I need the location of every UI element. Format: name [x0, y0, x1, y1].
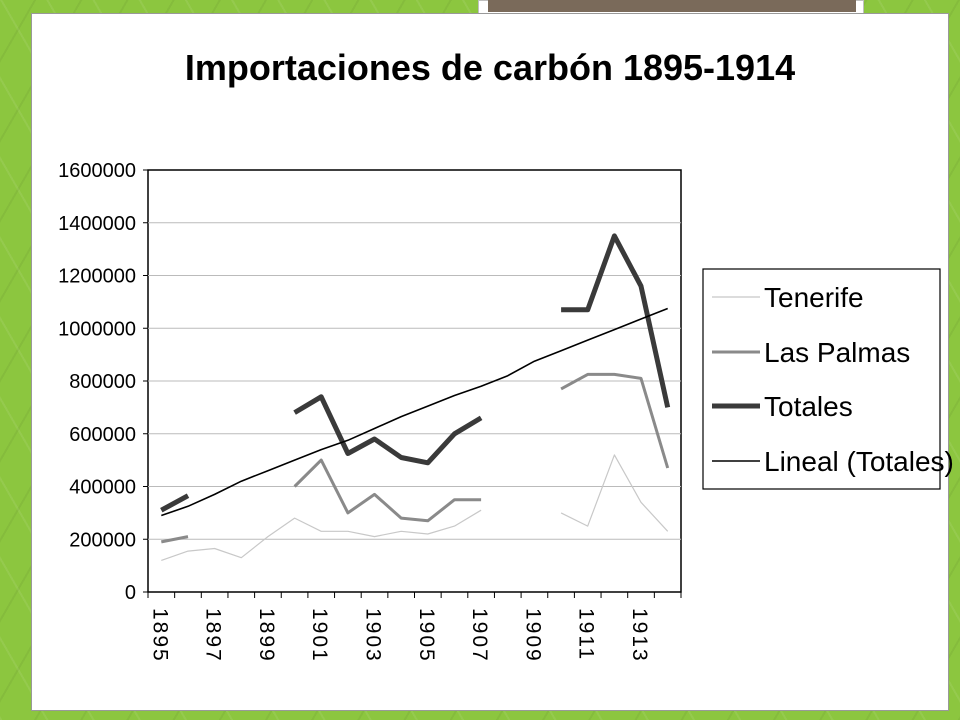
- y-tick-label: 400000: [69, 477, 136, 499]
- series-line-totales: [160, 493, 190, 513]
- series-line-lineal-totales: [161, 307, 668, 517]
- series-line-tenerife: [161, 509, 482, 561]
- y-tick-label: 1200000: [58, 266, 136, 288]
- x-axis-ticks: 1895 1897 1899 1901 1903 1905 1907 1909 1911 1913: [147, 592, 682, 663]
- y-axis-ticks: 0 200000 400000 600000 800000 1000000 1200000 1…: [58, 160, 148, 604]
- x-tick-label: 1913: [628, 608, 651, 663]
- y-tick-label: 600000: [69, 424, 136, 446]
- x-tick-label: 1903: [362, 608, 385, 663]
- legend-box: [702, 268, 941, 490]
- legend-label: Lineal (Totales): [764, 446, 954, 477]
- x-tick-label: 1911: [575, 608, 598, 661]
- x-tick-label: 1897: [202, 608, 225, 663]
- series-line-las-palmas: [560, 372, 670, 469]
- y-tick-label: 800000: [69, 371, 136, 393]
- y-tick-label: 1000000: [58, 318, 136, 340]
- y-tick-label: 200000: [69, 529, 136, 551]
- y-tick-label: 1400000: [58, 213, 136, 235]
- x-tick-label: 1901: [308, 608, 331, 663]
- legend-label: Totales: [764, 391, 853, 422]
- series-line-las-palmas: [161, 535, 189, 544]
- x-tick-label: 1895: [148, 608, 171, 663]
- series-line-tenerife: [560, 454, 669, 532]
- chart-title: Importaciones de carbón 1895-1914: [185, 47, 795, 88]
- x-tick-label: 1907: [468, 608, 491, 663]
- gridlines: [148, 222, 681, 540]
- series-layer: [160, 233, 671, 561]
- legend-label: Las Palmas: [764, 337, 910, 368]
- x-tick-label: 1899: [255, 608, 278, 663]
- y-tick-label: 1600000: [58, 160, 136, 182]
- x-tick-label: 1905: [415, 608, 438, 663]
- legend: Tenerife Las Palmas Totales Lineal (Totales…: [702, 268, 954, 490]
- legend-label: Tenerife: [764, 282, 864, 313]
- y-tick-label: 0: [125, 582, 136, 604]
- top-tab: [488, 0, 856, 12]
- x-tick-label: 1909: [521, 608, 544, 663]
- series-line-totales: [561, 233, 671, 408]
- series-line-las-palmas: [293, 458, 482, 523]
- series-line-totales: [293, 394, 483, 466]
